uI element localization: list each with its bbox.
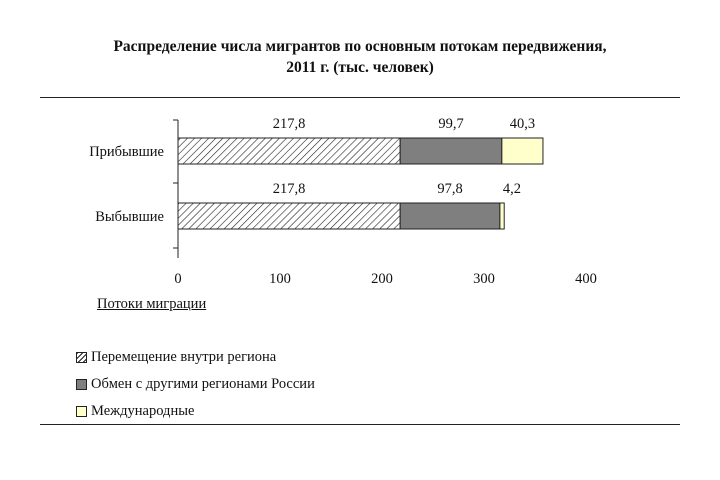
bar-segment-2-2 bbox=[399, 202, 501, 230]
bar-segment-1-1 bbox=[177, 137, 401, 165]
data-label: 40,3 bbox=[510, 116, 535, 132]
legend-label: Международные bbox=[91, 403, 195, 419]
legend: Перемещение внутри региона Обмен с други… bbox=[76, 344, 315, 425]
x-axis-title: Потоки миграции bbox=[97, 296, 207, 312]
x-tick-label: 200 bbox=[371, 271, 393, 287]
legend-swatch-gray bbox=[76, 379, 87, 390]
legend-label: Обмен с другими регионами России bbox=[91, 376, 315, 392]
x-tick-label: 0 bbox=[174, 271, 181, 287]
legend-item-intraregional: Перемещение внутри региона bbox=[76, 344, 315, 371]
data-label: 97,8 bbox=[437, 181, 462, 197]
legend-swatch-hatched bbox=[76, 352, 87, 363]
top-divider bbox=[40, 97, 680, 98]
bar-segment-2-1 bbox=[177, 202, 401, 230]
bar-segment-2-3 bbox=[499, 202, 505, 230]
data-label: 217,8 bbox=[273, 181, 306, 197]
bar-segment-1-2 bbox=[399, 137, 503, 165]
legend-item-interregional: Обмен с другими регионами России bbox=[76, 371, 315, 398]
x-tick-label: 400 bbox=[575, 271, 597, 287]
chart-title-line2: 2011 г. (тыс. человек) bbox=[286, 59, 434, 76]
category-label: Прибывшие bbox=[89, 144, 164, 160]
legend-item-international: Международные bbox=[76, 398, 315, 425]
x-tick-label: 100 bbox=[269, 271, 291, 287]
legend-swatch-yellow bbox=[76, 406, 87, 417]
x-tick-label: 300 bbox=[473, 271, 495, 287]
bottom-divider bbox=[40, 424, 680, 425]
data-label: 217,8 bbox=[273, 116, 306, 132]
chart-title-line1: Распределение числа мигрантов по основны… bbox=[113, 38, 607, 55]
stacked-bar-chart: 217,8 99,7 40,3 Прибывшие 217,8 97,8 4,2 Выбывш… bbox=[89, 116, 597, 287]
legend-label: Перемещение внутри региона bbox=[91, 349, 277, 365]
chart-title: Распределение числа мигрантов по основны… bbox=[0, 36, 720, 78]
bar-segment-1-3 bbox=[501, 137, 544, 165]
data-label: 4,2 bbox=[503, 181, 521, 197]
category-label: Выбывшие bbox=[95, 209, 164, 225]
data-label: 99,7 bbox=[438, 116, 463, 132]
